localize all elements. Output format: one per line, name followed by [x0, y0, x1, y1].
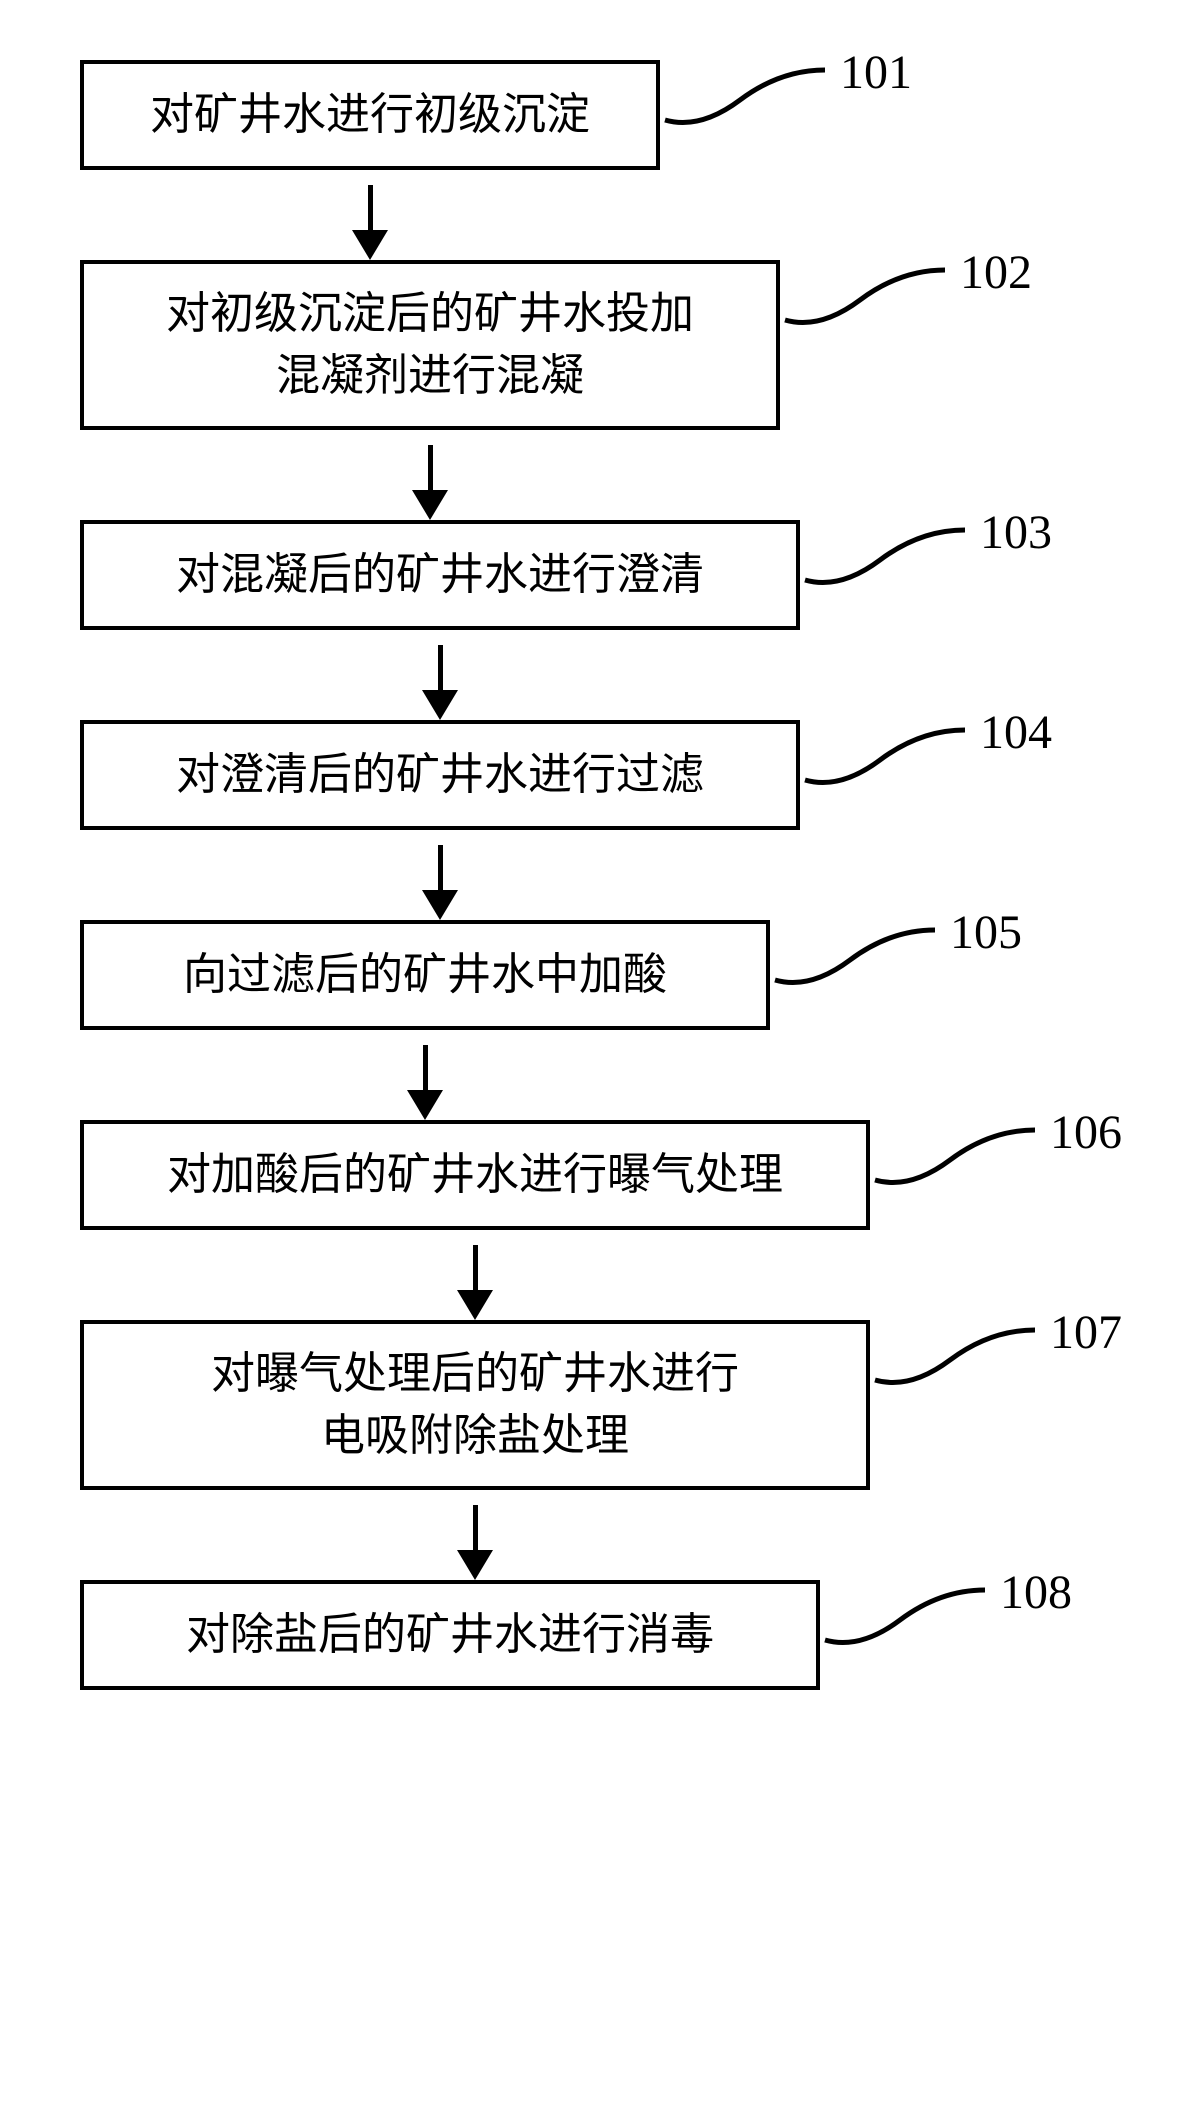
- callout-101: 101: [660, 50, 860, 150]
- callout-curve-svg: [770, 910, 970, 1010]
- flowchart-step: 对曝气处理后的矿井水进行 电吸附除盐处理 107: [80, 1320, 1120, 1490]
- step-text-content: 对曝气处理后的矿井水进行 电吸附除盐处理: [211, 1349, 739, 1460]
- flowchart-step: 对加酸后的矿井水进行曝气处理 106: [80, 1120, 1120, 1230]
- callout-103: 103: [800, 510, 1000, 610]
- step-text: 向过滤后的矿井水中加酸: [183, 944, 667, 1006]
- flowchart-arrow: [80, 170, 660, 260]
- step-box-108: 对除盐后的矿井水进行消毒: [80, 1580, 820, 1690]
- callout-label: 107: [1050, 1305, 1122, 1360]
- callout-path: [665, 70, 825, 123]
- step-text: 对矿井水进行初级沉淀: [150, 84, 590, 146]
- arrow-head: [457, 1550, 493, 1580]
- flowchart-arrow: [80, 830, 800, 920]
- step-box-101: 对矿井水进行初级沉淀: [80, 60, 660, 170]
- step-text: 对混凝后的矿井水进行澄清: [176, 544, 704, 606]
- step-text: 对曝气处理后的矿井水进行 电吸附除盐处理: [211, 1343, 739, 1466]
- callout-label: 108: [1000, 1565, 1072, 1620]
- flowchart-step: 对初级沉淀后的矿井水投加 混凝剂进行混凝 102: [80, 260, 1120, 430]
- callout-path: [785, 270, 945, 323]
- arrow-head: [412, 490, 448, 520]
- step-box-105: 向过滤后的矿井水中加酸: [80, 920, 770, 1030]
- callout-curve-svg: [800, 710, 1000, 810]
- flowchart-arrow: [80, 630, 800, 720]
- flowchart-arrow: [80, 1030, 770, 1120]
- callout-curve-svg: [660, 50, 860, 150]
- callout-106: 106: [870, 1110, 1070, 1210]
- callout-path: [805, 730, 965, 783]
- step-text-content: 对初级沉淀后的矿井水投加 混凝剂进行混凝: [166, 289, 694, 400]
- callout-104: 104: [800, 710, 1000, 810]
- arrow-head: [352, 230, 388, 260]
- callout-label: 106: [1050, 1105, 1122, 1160]
- arrow-head: [457, 1290, 493, 1320]
- step-text: 对初级沉淀后的矿井水投加 混凝剂进行混凝: [166, 283, 694, 406]
- step-text: 对除盐后的矿井水进行消毒: [186, 1604, 714, 1666]
- arrow-head: [407, 1090, 443, 1120]
- callout-curve-svg: [870, 1110, 1070, 1210]
- callout-108: 108: [820, 1570, 1020, 1670]
- callout-107: 107: [870, 1310, 1070, 1410]
- flowchart-step: 对混凝后的矿井水进行澄清 103: [80, 520, 1120, 630]
- step-box-107: 对曝气处理后的矿井水进行 电吸附除盐处理: [80, 1320, 870, 1490]
- arrow-head: [422, 690, 458, 720]
- step-box-103: 对混凝后的矿井水进行澄清: [80, 520, 800, 630]
- callout-label: 102: [960, 245, 1032, 300]
- callout-path: [825, 1590, 985, 1643]
- flowchart-arrow: [80, 1230, 870, 1320]
- step-box-102: 对初级沉淀后的矿井水投加 混凝剂进行混凝: [80, 260, 780, 430]
- callout-curve-svg: [820, 1570, 1020, 1670]
- callout-path: [775, 930, 935, 983]
- flowchart-arrow: [80, 430, 780, 520]
- callout-label: 103: [980, 505, 1052, 560]
- callout-label: 101: [840, 45, 912, 100]
- callout-label: 105: [950, 905, 1022, 960]
- flowchart-step: 向过滤后的矿井水中加酸 105: [80, 920, 1120, 1030]
- step-box-104: 对澄清后的矿井水进行过滤: [80, 720, 800, 830]
- step-text: 对加酸后的矿井水进行曝气处理: [167, 1144, 783, 1206]
- callout-curve-svg: [780, 250, 980, 350]
- step-text: 对澄清后的矿井水进行过滤: [176, 744, 704, 806]
- callout-105: 105: [770, 910, 970, 1010]
- flowchart-arrow: [80, 1490, 870, 1580]
- callout-label: 104: [980, 705, 1052, 760]
- flowchart-step: 对澄清后的矿井水进行过滤 104: [80, 720, 1120, 830]
- callout-path: [875, 1330, 1035, 1383]
- flowchart-step: 对除盐后的矿井水进行消毒 108: [80, 1580, 1120, 1690]
- step-box-106: 对加酸后的矿井水进行曝气处理: [80, 1120, 870, 1230]
- callout-path: [875, 1130, 1035, 1183]
- callout-path: [805, 530, 965, 583]
- flowchart-step: 对矿井水进行初级沉淀 101: [80, 60, 1120, 170]
- callout-curve-svg: [800, 510, 1000, 610]
- callout-102: 102: [780, 250, 980, 350]
- arrow-head: [422, 890, 458, 920]
- callout-curve-svg: [870, 1310, 1070, 1410]
- flowchart-container: 对矿井水进行初级沉淀 101 对初级沉淀后的矿井水投加 混凝剂进行混凝 102: [80, 60, 1120, 1690]
